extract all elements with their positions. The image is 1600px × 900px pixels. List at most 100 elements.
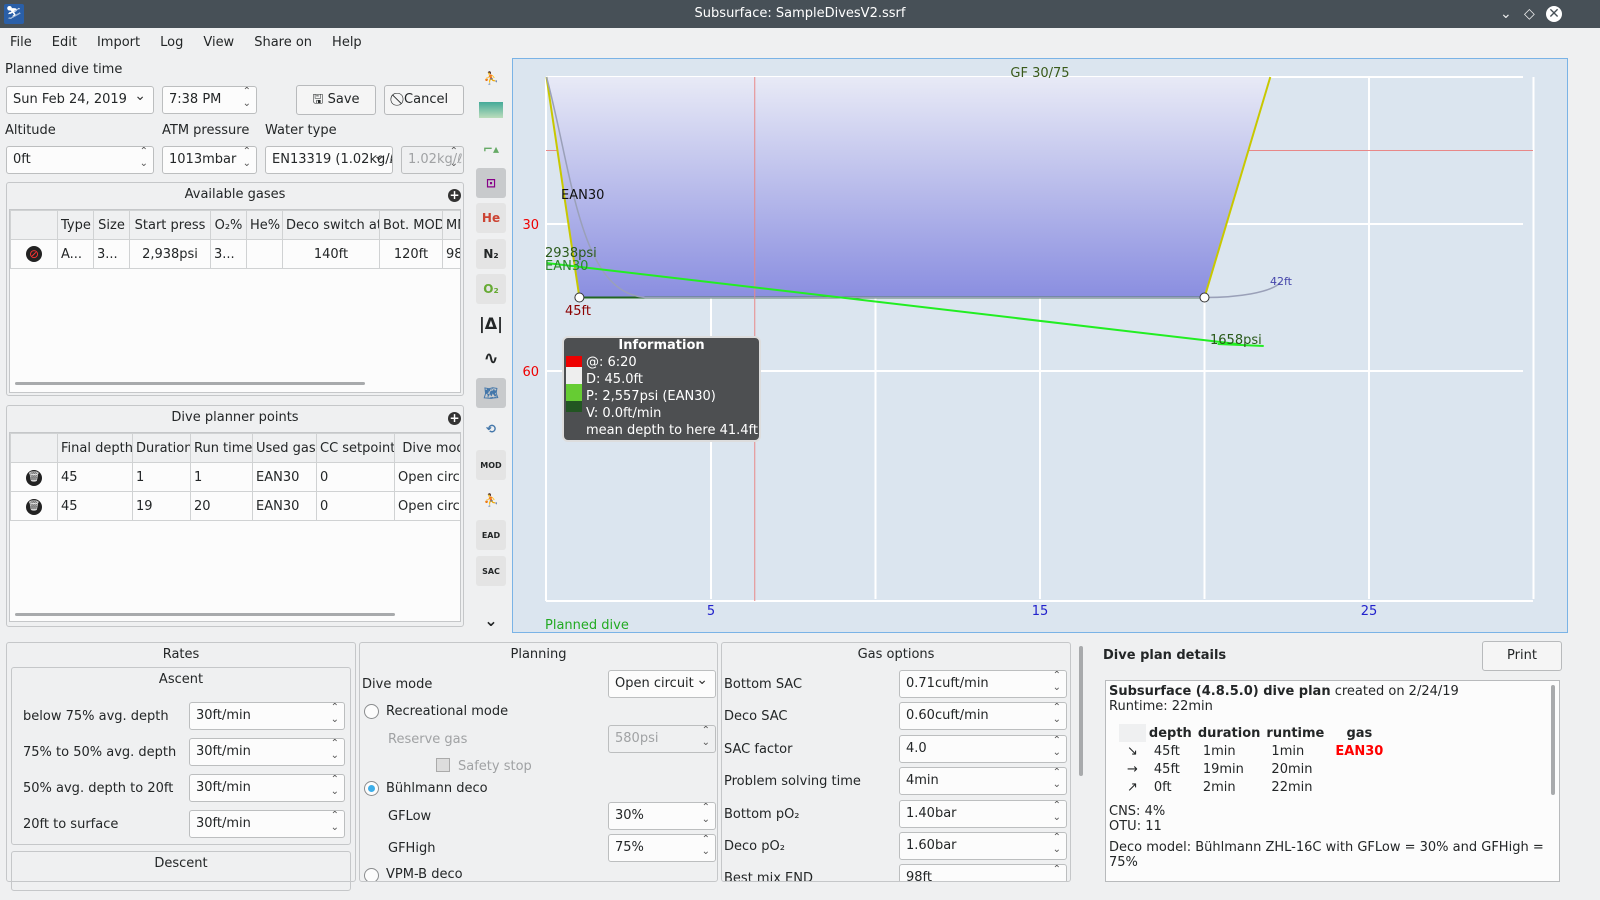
ascent-rate-stops-field[interactable]: 30ft/min — [189, 774, 345, 802]
col-header[interactable]: Bot. MOD — [379, 210, 443, 240]
map-icon[interactable]: 🗺 — [476, 378, 506, 408]
details-scrollbar[interactable] — [1551, 685, 1555, 795]
menu-edit[interactable]: Edit — [51, 34, 77, 50]
col-header[interactable]: CC setpoint — [316, 433, 395, 463]
cell[interactable]: 3... — [93, 239, 130, 269]
col-header[interactable]: O₂% — [210, 210, 247, 240]
bottom-po2-field[interactable]: 1.40bar — [899, 800, 1067, 828]
trash-icon[interactable]: 🗑 — [26, 469, 42, 486]
col-header[interactable]: Used gas — [252, 433, 317, 463]
bottom-sac-field[interactable]: 0.71cuft/min — [899, 670, 1067, 698]
ascent-rate-last-field[interactable]: 30ft/min — [189, 810, 345, 838]
menu-import[interactable]: Import — [96, 34, 141, 50]
buhlmann-radio[interactable] — [364, 781, 379, 796]
menu-view[interactable]: View — [203, 34, 235, 50]
deco-sac-field[interactable]: 0.60cuft/min — [899, 702, 1067, 730]
atm-pressure-field[interactable]: 1013mbar — [162, 146, 257, 174]
ead-icon[interactable]: EAD — [476, 520, 506, 550]
dive-mode-select[interactable]: Open circuit — [608, 670, 716, 698]
col-header[interactable]: Start press — [129, 210, 211, 240]
cell[interactable]: 45 — [57, 491, 133, 521]
waypoint-handle[interactable] — [1199, 292, 1210, 303]
sac-factor-field[interactable]: 4.0 — [899, 735, 1067, 763]
sac-icon[interactable]: SAC — [476, 556, 506, 586]
cell[interactable]: 19 — [132, 491, 191, 521]
ruler-icon[interactable]: |Δ| — [478, 313, 504, 333]
mod-icon[interactable]: MOD — [476, 450, 506, 480]
gflow-field[interactable]: 30% — [608, 802, 716, 830]
o2-pressure-icon[interactable]: O₂ — [476, 274, 506, 304]
waypoint-handle[interactable] — [574, 292, 585, 303]
ascent-rate-50-field[interactable]: 30ft/min — [189, 738, 345, 766]
gfhigh-field[interactable]: 75% — [608, 834, 716, 862]
print-button[interactable]: Print — [1482, 641, 1562, 671]
he-pressure-icon[interactable]: He — [476, 203, 506, 233]
mean-depth-icon[interactable]: ∿ — [483, 347, 499, 369]
cell[interactable]: Open circuit — [394, 462, 460, 492]
menu-share[interactable]: Share on — [254, 34, 313, 50]
cell[interactable]: EAN30 — [252, 491, 317, 521]
horizontal-scrollbar[interactable] — [15, 613, 395, 616]
cell[interactable]: 98ft — [442, 239, 460, 269]
cell[interactable]: 1 — [190, 462, 253, 492]
more-tools-chevron-icon[interactable]: ⌄ — [484, 610, 498, 630]
dive-profile-chart[interactable]: GF 30/75 5 15 25 30 60 EAN30 2938psi EAN30 45ft 16… — [512, 58, 1568, 633]
panel-scrollbar[interactable] — [1079, 646, 1083, 776]
calculated-ceiling-icon[interactable]: ⛹ — [483, 71, 499, 85]
table-row[interactable]: 🗑 45 19 20 EAN30 0 Open circuit — [10, 491, 460, 521]
col-header[interactable]: Size — [93, 210, 130, 240]
tissue-heatmap-icon[interactable] — [476, 95, 506, 125]
horizontal-scrollbar[interactable] — [15, 382, 365, 385]
col-header[interactable]: Type — [57, 210, 94, 240]
table-row[interactable]: 🗑 45 1 1 EAN30 0 Open circuit — [10, 462, 460, 492]
col-header[interactable]: MND — [442, 210, 460, 240]
maximize-icon[interactable]: ◇ — [1524, 6, 1535, 22]
col-header[interactable]: Final depth — [57, 433, 133, 463]
cell[interactable]: 140ft — [282, 239, 380, 269]
table-row[interactable]: ⊘ A... 3... 2,938psi 3... 140ft 120ft 98… — [10, 239, 460, 269]
col-header[interactable]: He% — [246, 210, 283, 240]
water-type-select[interactable]: EN13319 (1.02kg/ℓ) — [265, 146, 393, 174]
vpm-radio[interactable] — [364, 868, 379, 881]
trash-icon[interactable]: 🗑 — [26, 498, 42, 515]
cell[interactable]: Open circuit — [394, 491, 460, 521]
cell[interactable]: 2,938psi — [129, 239, 211, 269]
time-field[interactable]: 7:38 PM — [162, 86, 257, 114]
add-point-button[interactable]: + — [448, 411, 461, 425]
menu-file[interactable]: File — [10, 34, 32, 50]
cell[interactable]: A... — [57, 239, 94, 269]
recreational-mode-radio[interactable] — [364, 704, 379, 719]
deco-po2-field[interactable]: 1.60bar — [899, 832, 1067, 860]
minimize-icon[interactable]: ⌄ — [1500, 6, 1512, 22]
ndl-tts-icon[interactable]: ⛹ — [483, 493, 499, 507]
cell[interactable]: 45 — [57, 462, 133, 492]
deco-planner-icon[interactable]: ⊡ — [476, 168, 506, 198]
col-header[interactable]: Dive mode — [394, 433, 460, 463]
3m-increments-icon[interactable]: ⌐▴ — [482, 142, 500, 156]
cell[interactable]: EAN30 — [252, 462, 317, 492]
cell[interactable]: 120ft — [379, 239, 443, 269]
profile-svg[interactable]: GF 30/755 15 253060EAN302938psiEAN3045ft16… — [513, 59, 1569, 634]
ascent-rate-75-field[interactable]: 30ft/min — [189, 702, 345, 730]
col-header[interactable]: Duration — [132, 433, 191, 463]
cell[interactable]: 20 — [190, 491, 253, 521]
menu-help[interactable]: Help — [332, 34, 362, 50]
close-icon[interactable]: ✕ — [1546, 6, 1562, 22]
cell[interactable]: 0 — [316, 462, 395, 492]
menu-log[interactable]: Log — [160, 34, 184, 50]
cell[interactable]: 1 — [132, 462, 191, 492]
cell[interactable]: 0 — [316, 491, 395, 521]
col-header[interactable]: Deco switch at — [282, 210, 380, 240]
cell[interactable]: 3... — [210, 239, 247, 269]
date-field[interactable]: Sun Feb 24, 2019 — [6, 86, 154, 114]
add-gas-button[interactable]: + — [448, 188, 461, 202]
n2-pressure-icon[interactable]: N₂ — [476, 239, 506, 269]
save-button[interactable]: 🖫 Save — [296, 85, 376, 115]
cell[interactable] — [246, 239, 283, 269]
col-header[interactable]: Run time — [190, 433, 253, 463]
altitude-field[interactable]: 0ft — [6, 146, 154, 174]
rescale-icon[interactable]: ⟲ — [485, 422, 497, 436]
problem-solving-time-field[interactable]: 4min — [899, 767, 1067, 795]
cancel-button[interactable]: ⃠ Cancel — [384, 85, 464, 115]
best-mix-end-field[interactable]: 98ft — [899, 864, 1067, 881]
